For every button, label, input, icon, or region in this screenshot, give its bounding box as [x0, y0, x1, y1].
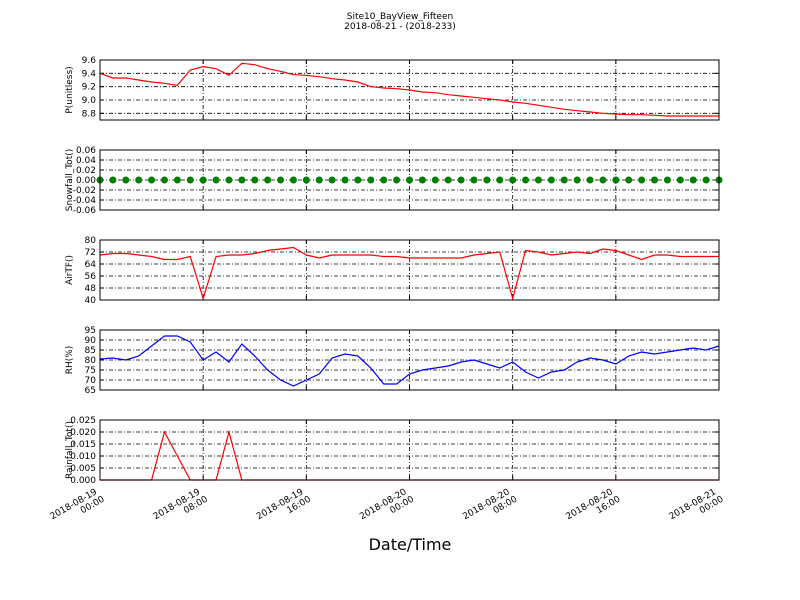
y-tick-label: 95: [85, 326, 96, 336]
y-tick-label: 8.8: [82, 109, 97, 119]
data-point: [186, 176, 194, 184]
data-line: [99, 246, 719, 301]
y-tick-label: 48: [85, 284, 97, 294]
data-point: [702, 176, 710, 184]
data-point: [225, 176, 233, 184]
data-point: [625, 176, 633, 184]
data-point: [238, 176, 246, 184]
data-point: [599, 176, 607, 184]
data-point: [470, 176, 478, 184]
data-point: [380, 176, 388, 184]
y-tick-label: 40: [85, 296, 97, 306]
chart-title: Site10_BayView_Fifteen: [347, 12, 453, 22]
data-point: [199, 176, 207, 184]
data-point: [251, 176, 259, 184]
y-tick-label: 0.015: [70, 440, 96, 450]
y-tick-label: 0.02: [76, 166, 96, 176]
data-point: [676, 176, 684, 184]
data-point: [638, 176, 646, 184]
data-point: [496, 176, 504, 184]
data-point: [431, 176, 439, 184]
y-tick-label: -0.06: [73, 206, 97, 216]
chart-subtitle: 2018-08-21 - (2018-233): [344, 22, 456, 32]
y-tick-label: 90: [85, 336, 97, 346]
x-axis-label: Date/Time: [369, 535, 452, 554]
y-tick-label: 9.6: [82, 56, 97, 66]
data-point: [341, 176, 349, 184]
data-point: [522, 176, 530, 184]
data-point: [289, 176, 297, 184]
y-tick-label: 80: [85, 356, 97, 366]
y-axis-label: RH(%): [65, 346, 75, 375]
data-point: [135, 176, 143, 184]
data-point: [689, 176, 697, 184]
data-point: [534, 176, 542, 184]
data-point: [663, 176, 671, 184]
y-tick-label: 75: [85, 366, 96, 376]
data-point: [651, 176, 659, 184]
y-tick-label: 72: [85, 248, 96, 258]
y-tick-label: 9.4: [82, 69, 97, 79]
data-point: [315, 176, 323, 184]
plot-frame: [99, 239, 720, 301]
y-tick-label: -0.02: [73, 186, 96, 196]
plot-frame: [99, 419, 720, 481]
y-axis-label: AirTF(): [65, 255, 75, 285]
y-tick-label: 64: [85, 260, 97, 270]
y-tick-label: 0.005: [70, 464, 96, 474]
data-point: [444, 176, 452, 184]
y-axis-label: Snowfall_Tot(): [65, 149, 75, 212]
data-point: [560, 176, 568, 184]
y-tick-label: 0.020: [70, 428, 96, 438]
y-tick-label: 0.010: [70, 452, 96, 462]
y-tick-label: 9.2: [82, 83, 96, 93]
data-point: [418, 176, 426, 184]
y-axis-label: P(unitless): [65, 66, 75, 113]
y-tick-label: 0.04: [76, 156, 96, 166]
data-point: [354, 176, 362, 184]
data-point: [109, 176, 117, 184]
y-tick-label: 65: [85, 386, 96, 396]
plot-frame: [99, 59, 720, 121]
y-tick-label: 0.025: [70, 416, 96, 426]
data-point: [483, 176, 491, 184]
y-tick-label: 0.00: [76, 176, 96, 186]
y-tick-label: -0.04: [73, 196, 97, 206]
data-point: [122, 176, 130, 184]
data-point: [160, 176, 168, 184]
data-point: [547, 176, 555, 184]
y-tick-label: 0.06: [76, 146, 96, 156]
y-tick-label: 85: [85, 346, 96, 356]
data-line: [99, 62, 719, 117]
data-point: [509, 176, 517, 184]
data-point: [457, 176, 465, 184]
data-point: [173, 176, 181, 184]
plot-frame: [99, 149, 720, 211]
data-point: [573, 176, 581, 184]
data-point: [212, 176, 220, 184]
data-point: [612, 176, 620, 184]
y-tick-label: 80: [85, 236, 97, 246]
data-point: [367, 176, 375, 184]
data-point: [264, 176, 272, 184]
data-point: [393, 176, 401, 184]
data-point: [328, 176, 336, 184]
data-point: [406, 176, 413, 184]
data-point: [148, 176, 156, 184]
y-tick-label: 70: [85, 376, 97, 386]
y-tick-label: 9.0: [82, 96, 97, 106]
data-point: [586, 176, 594, 184]
data-point: [302, 176, 310, 184]
y-tick-label: 56: [85, 272, 97, 282]
plot-frame: [99, 329, 720, 391]
data-line: [99, 335, 720, 387]
data-point: [277, 176, 285, 184]
y-axis-label: Rainfall_Tot(): [65, 421, 75, 479]
y-tick-label: 0.000: [70, 476, 96, 486]
